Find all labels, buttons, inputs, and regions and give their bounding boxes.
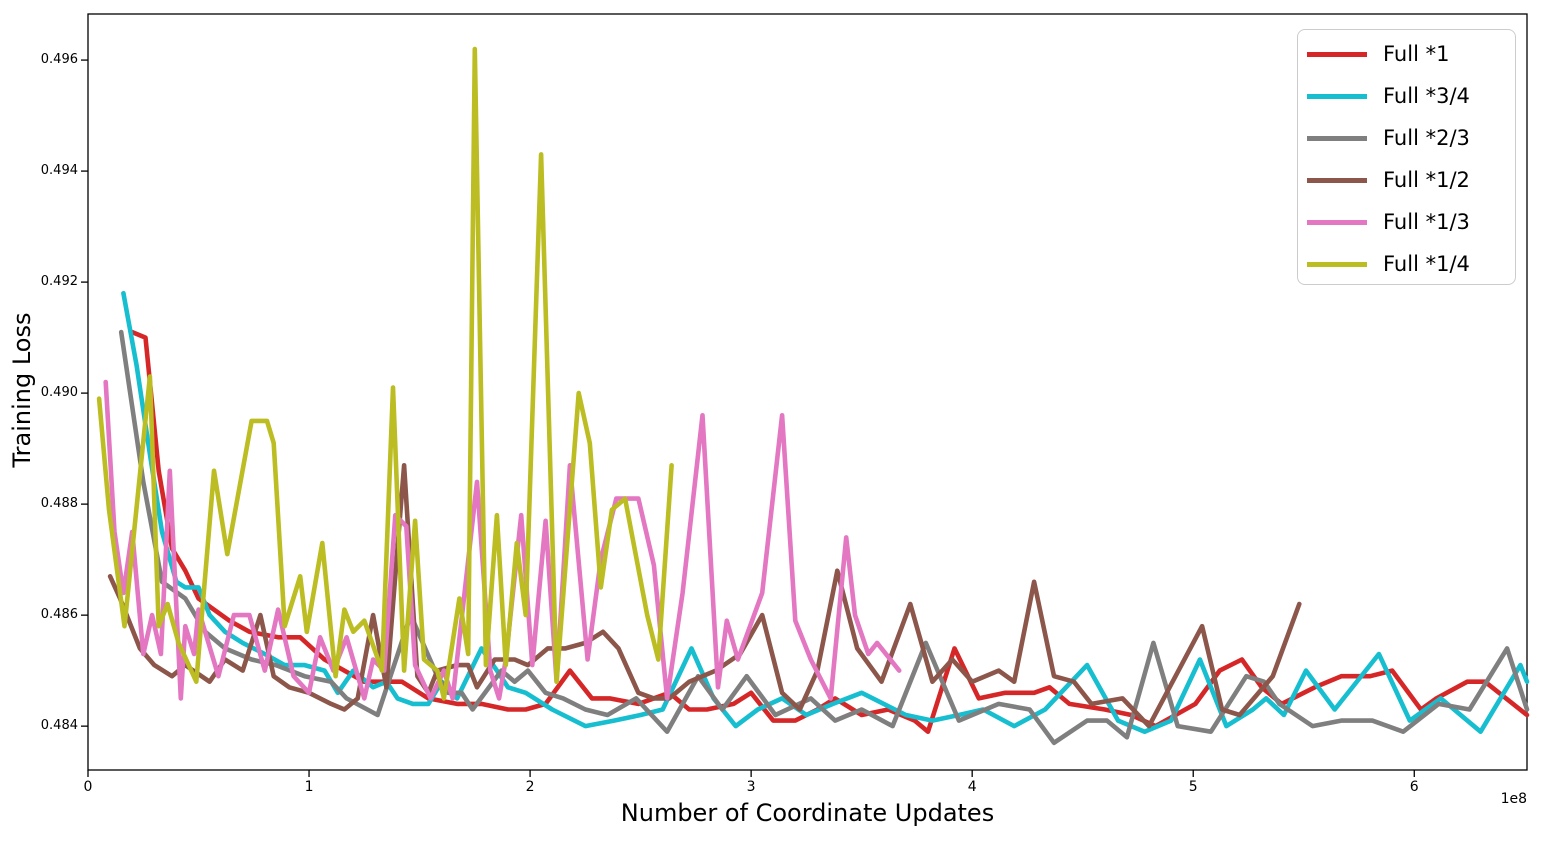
series-line-full-1-3 xyxy=(103,379,902,701)
x-axis-offset-label: 1e8 xyxy=(1500,791,1527,807)
legend-label: Full *1/4 xyxy=(1383,252,1470,276)
legend-label: Full *2/3 xyxy=(1383,126,1470,150)
legend-item: Full *3/4 xyxy=(1298,75,1515,117)
x-tick-label: 6 xyxy=(1409,779,1419,795)
x-tick-label: 4 xyxy=(967,779,977,795)
legend-line-swatch xyxy=(1307,135,1367,141)
plot-frame xyxy=(87,13,1528,771)
legend-item: Full *1/2 xyxy=(1298,159,1515,201)
legend-item: Full *2/3 xyxy=(1298,117,1515,159)
y-tick-label: 0.488 xyxy=(40,496,78,512)
legend-label: Full *3/4 xyxy=(1383,84,1470,108)
series-line-full-2-3 xyxy=(118,329,1530,746)
axis-tick-marks xyxy=(81,59,1415,777)
x-tick-label: 2 xyxy=(525,779,535,795)
legend: Full *1 Full *3/4 Full *2/3 Full *1/2 Full *… xyxy=(1297,29,1516,285)
x-tick-label: 5 xyxy=(1188,779,1198,795)
legend-label: Full *1 xyxy=(1383,42,1450,66)
legend-item: Full *1 xyxy=(1298,33,1515,75)
legend-label: Full *1/2 xyxy=(1383,168,1470,192)
legend-item: Full *1/3 xyxy=(1298,201,1515,243)
y-axis-title: Training Loss xyxy=(8,312,36,468)
series-line-full-1 xyxy=(129,329,1530,735)
x-tick-label: 1 xyxy=(304,779,314,795)
y-tick-label: 0.490 xyxy=(40,385,78,401)
y-tick-label: 0.496 xyxy=(40,52,78,68)
legend-label: Full *1/3 xyxy=(1383,210,1470,234)
y-tick-label: 0.492 xyxy=(40,274,78,290)
series-line-full-3-4 xyxy=(121,290,1530,735)
legend-line-swatch xyxy=(1307,261,1367,267)
y-tick-label: 0.494 xyxy=(40,163,78,179)
legend-line-swatch xyxy=(1307,51,1367,57)
y-tick-label: 0.484 xyxy=(40,718,78,734)
legend-line-swatch xyxy=(1307,219,1367,225)
y-tick-label: 0.486 xyxy=(40,607,78,623)
legend-line-swatch xyxy=(1307,93,1367,99)
legend-item: Full *1/4 xyxy=(1298,243,1515,285)
x-tick-label: 0 xyxy=(83,779,93,795)
series-lines xyxy=(96,46,1530,746)
x-axis-title: Number of Coordinate Updates xyxy=(620,799,995,827)
legend-line-swatch xyxy=(1307,177,1367,183)
x-tick-label: 3 xyxy=(746,779,756,795)
series-line-full-1-4 xyxy=(96,46,674,701)
series-line-full-1-2 xyxy=(107,462,1302,729)
